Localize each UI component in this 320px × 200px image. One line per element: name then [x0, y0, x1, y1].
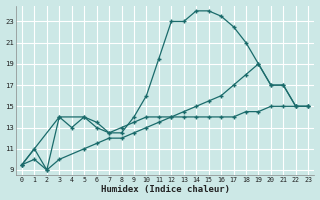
X-axis label: Humidex (Indice chaleur): Humidex (Indice chaleur): [100, 185, 229, 194]
